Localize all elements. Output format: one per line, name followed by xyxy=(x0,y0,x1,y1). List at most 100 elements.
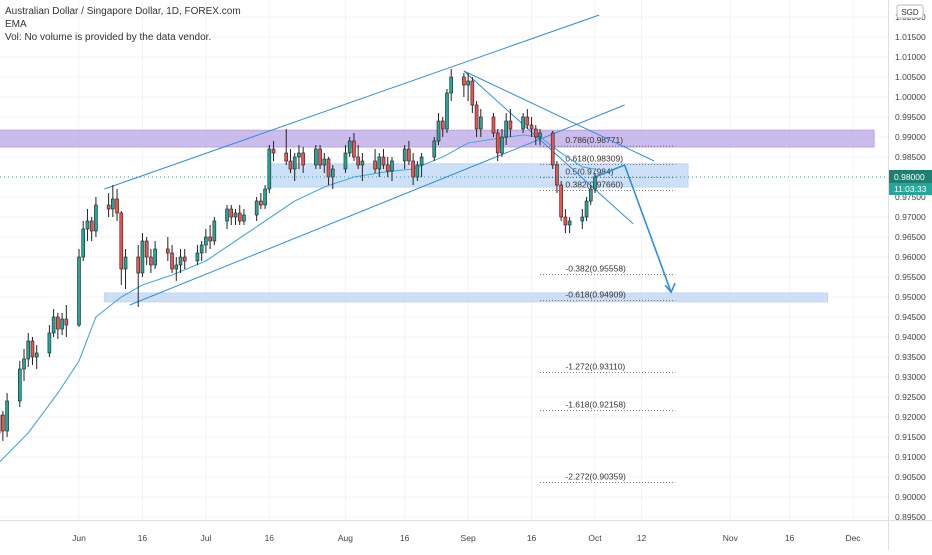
candle-down xyxy=(31,341,34,357)
candle-up xyxy=(500,137,503,153)
candle-up xyxy=(78,257,81,325)
candle-down xyxy=(526,117,529,125)
price-tick-label: 0.94500 xyxy=(895,312,926,322)
time-tick-label: 12 xyxy=(637,533,647,543)
candle-down xyxy=(65,319,68,325)
time-tick-label: 16 xyxy=(527,533,537,543)
candle-up xyxy=(82,229,85,257)
price-tick-label: 0.92500 xyxy=(895,392,926,402)
price-tick-label: 1.00500 xyxy=(895,72,926,82)
candle-up xyxy=(522,117,525,129)
candle-down xyxy=(564,217,567,225)
candle-down xyxy=(90,221,93,231)
candle-down xyxy=(171,253,174,269)
candle-down xyxy=(509,121,512,129)
candle-down xyxy=(238,213,241,221)
ema-indicator-label[interactable]: EMA xyxy=(5,18,241,31)
symbol-title[interactable]: Australian Dollar / Singapore Dollar, 1D… xyxy=(5,5,241,18)
candle-down xyxy=(289,161,292,169)
candle-down xyxy=(492,117,495,133)
time-tick-label: 16 xyxy=(785,533,795,543)
price-tick-label: 0.96500 xyxy=(895,232,926,242)
candle-down xyxy=(412,161,415,177)
fib-level-label: -0.618(0.94909) xyxy=(565,290,626,300)
candle-up xyxy=(18,369,21,401)
time-tick-label: Dec xyxy=(845,533,861,543)
candle-down xyxy=(407,149,410,161)
candle-up xyxy=(111,199,114,209)
price-tick-label: 1.01500 xyxy=(895,32,926,42)
candle-up xyxy=(589,189,592,201)
candle-up xyxy=(505,121,508,137)
candle-up xyxy=(348,141,351,153)
candle-up xyxy=(293,157,296,169)
price-axis: 0.895000.900000.905000.910000.915000.920… xyxy=(895,12,926,522)
candle-up xyxy=(594,177,597,189)
candle-down xyxy=(374,161,377,169)
candle-up xyxy=(234,213,237,217)
candle-down xyxy=(534,129,537,137)
candle-up xyxy=(264,189,267,205)
time-tick-label: Oct xyxy=(588,533,602,543)
candle-up xyxy=(361,161,364,165)
candle-up xyxy=(390,161,393,171)
candle-down xyxy=(272,149,275,153)
candle-up xyxy=(154,249,157,265)
candle-up xyxy=(27,341,30,359)
grid xyxy=(0,0,888,520)
candle-up xyxy=(179,257,182,265)
candle-up xyxy=(255,201,258,215)
volume-note: Vol: No volume is provided by the data v… xyxy=(5,31,241,44)
candle-down xyxy=(56,317,59,329)
price-tick-label: 0.97000 xyxy=(895,212,926,222)
candle-up xyxy=(403,149,406,161)
price-tick-label: 0.91000 xyxy=(895,452,926,462)
price-tick-label: 0.94000 xyxy=(895,332,926,342)
candle-down xyxy=(496,133,499,153)
candle-down xyxy=(555,165,558,185)
candle-up xyxy=(539,133,542,137)
price-tick-label: 0.93000 xyxy=(895,372,926,382)
fib-level-label: 0.786(0.98771) xyxy=(565,135,623,145)
chart-legend: Australian Dollar / Singapore Dollar, 1D… xyxy=(5,5,241,44)
candle-up xyxy=(196,253,199,261)
candle-up xyxy=(6,401,9,431)
candle-up xyxy=(568,221,571,225)
candle-up xyxy=(204,237,207,245)
candle-down xyxy=(183,257,186,261)
currency-badge[interactable]: SGD xyxy=(897,5,923,18)
time-tick-label: 16 xyxy=(265,533,275,543)
time-tick-label: Jun xyxy=(72,533,86,543)
candle-up xyxy=(479,117,482,129)
price-tick-label: 0.91500 xyxy=(895,432,926,442)
candle-up xyxy=(581,217,584,221)
candle-up xyxy=(420,157,423,165)
candle-down xyxy=(352,141,355,157)
currency-badge-text: SGD xyxy=(901,8,919,17)
time-tick-label: Jul xyxy=(200,533,211,543)
fib-level-label: -2.272(0.90359) xyxy=(565,472,626,482)
candle-down xyxy=(560,185,563,217)
price-tag-value: 0.98000 xyxy=(894,172,925,182)
candle-up xyxy=(213,221,216,241)
candle-down xyxy=(386,165,389,171)
candle-up xyxy=(61,319,64,329)
price-tick-label: 0.95500 xyxy=(895,272,926,282)
candle-down xyxy=(120,213,123,269)
candle-up xyxy=(94,205,97,231)
candle-down xyxy=(145,241,148,257)
candle-up xyxy=(433,141,436,157)
candle-down xyxy=(230,209,233,217)
candle-down xyxy=(551,133,554,165)
price-tick-label: 0.93500 xyxy=(895,352,926,362)
price-tick-label: 1.00000 xyxy=(895,92,926,102)
candle-up xyxy=(297,153,300,157)
candle-down xyxy=(319,149,322,165)
trendline-falling-upper xyxy=(464,71,654,161)
time-tick-label: Sep xyxy=(461,533,476,543)
candle-up xyxy=(331,169,334,177)
